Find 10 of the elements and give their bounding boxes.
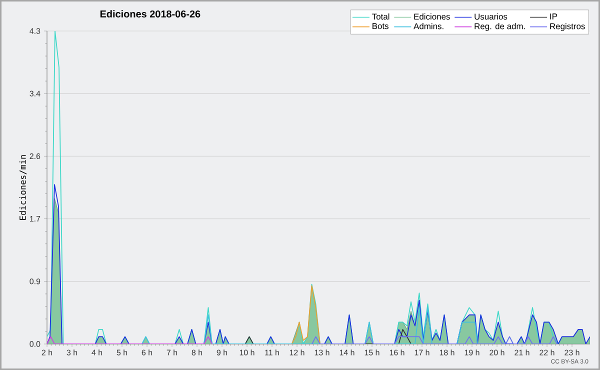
legend-label: Admins.: [414, 23, 444, 30]
legend-label: Total: [372, 13, 390, 20]
chart-title: Ediciones 2018-06-26: [100, 10, 200, 18]
legend-label: Reg. de adm.: [474, 23, 525, 31]
y-axis-title: Ediciones/min: [19, 155, 27, 220]
legend-label: Ediciones: [414, 13, 450, 20]
legend-label: Registros: [550, 23, 585, 31]
legend-label: IP: [550, 14, 558, 20]
legend-label: Usuarios: [474, 13, 508, 20]
legend-label: Bots: [372, 23, 388, 30]
